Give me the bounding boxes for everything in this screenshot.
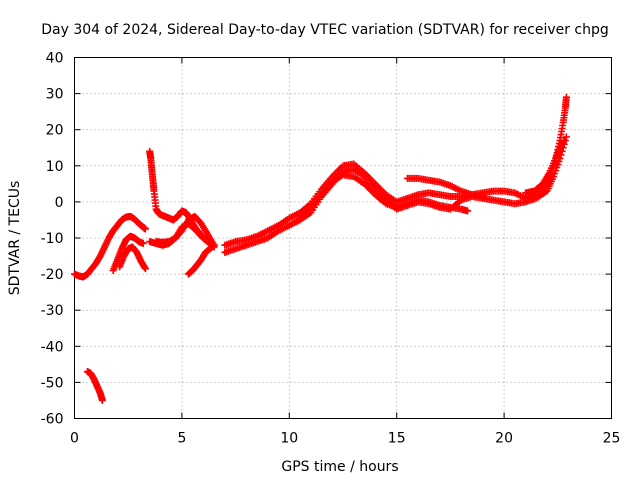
x-axis-ticks: 0 5 10 15 20 25 [70,57,621,447]
y-tick-label: 40 [46,51,64,67]
data-point [558,147,566,155]
y-tick-label: 10 [46,159,64,175]
data-marks [71,93,570,404]
series-arc-short-b [403,174,487,200]
data-point [464,207,472,215]
series-arc-short [184,241,218,278]
x-tick-label: 10 [280,431,298,447]
chart-title: Day 304 of 2024, Sidereal Day-to-day VTE… [41,22,609,38]
y-tick-label: -10 [41,231,64,247]
x-tick-label: 25 [603,431,621,447]
data-point [479,192,487,200]
y-tick-label: -20 [41,267,64,283]
y-tick-label: 30 [46,87,64,103]
data-point [559,144,567,152]
series-arc-low [83,368,106,404]
data-point [562,93,570,101]
x-tick-label: 0 [70,431,79,447]
series-arc-mid-b [152,212,218,249]
data-point [141,265,149,273]
y-tick-label: -40 [41,339,64,355]
series-arc-end [522,93,570,197]
series-arc-inner-a [109,232,147,274]
y-axis-label: SDTVAR / TECUs [7,181,23,296]
y-tick-label: 0 [55,195,64,211]
gridlines [74,57,612,419]
data-point [562,133,570,141]
y-tick-label: -60 [41,412,64,428]
x-tick-label: 20 [495,431,513,447]
series-arc-inner-b [116,243,149,273]
x-axis-label: GPS time / hours [281,459,398,475]
x-tick-label: 15 [388,431,406,447]
data-point [141,225,149,233]
y-tick-label: -50 [41,375,64,391]
data-point [98,396,106,404]
x-tick-label: 5 [177,431,186,447]
series-arc-start [71,212,149,281]
data-point [139,239,147,247]
y-axis-ticks: -60 -50 -40 -30 -20 -10 0 10 20 30 40 [41,51,612,428]
data-point [210,241,218,249]
series-arc-main-c [296,171,472,222]
y-tick-label: -30 [41,303,64,319]
y-tick-label: 20 [46,123,64,139]
